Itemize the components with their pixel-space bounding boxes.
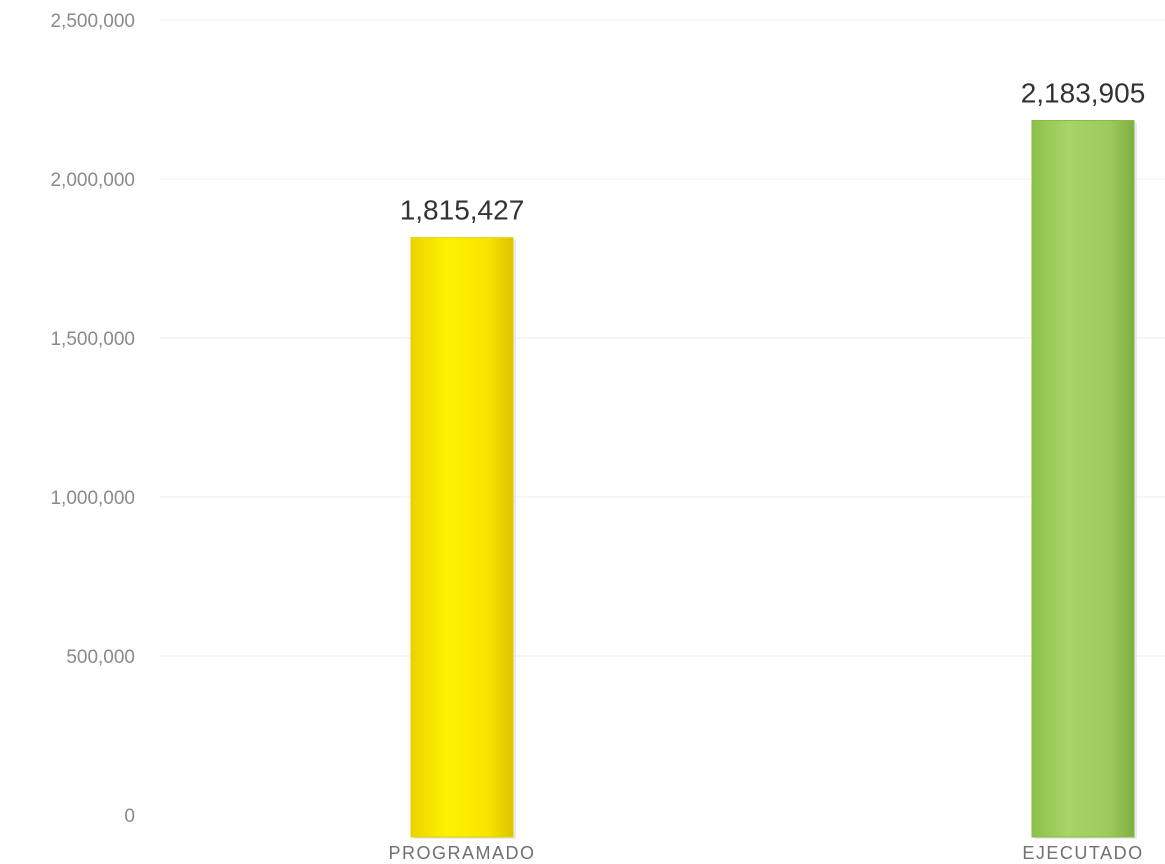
value-labels: 1,815,427 2,183,905 bbox=[400, 78, 1146, 226]
bar-programado bbox=[410, 237, 516, 839]
y-tick-label: 0 bbox=[124, 806, 135, 827]
value-label-programado: 1,815,427 bbox=[400, 195, 525, 226]
bar-ejecutado bbox=[1031, 120, 1137, 840]
category-label-programado: PROGRAMADO bbox=[388, 843, 535, 863]
y-tick-label: 1,500,000 bbox=[50, 329, 135, 350]
y-tick-label: 2,000,000 bbox=[50, 170, 135, 191]
bar-body bbox=[1031, 120, 1135, 838]
bars bbox=[410, 120, 1137, 840]
bar-body bbox=[410, 237, 514, 838]
value-label-ejecutado: 2,183,905 bbox=[1021, 78, 1146, 109]
category-label-ejecutado: EJECUTADO bbox=[1022, 843, 1143, 863]
y-tick-label: 2,500,000 bbox=[50, 11, 135, 32]
y-axis: 0 500,000 1,000,000 1,500,000 2,000,000 2,500… bbox=[50, 11, 135, 827]
x-axis: PROGRAMADO EJECUTADO bbox=[388, 843, 1143, 863]
grid-layer bbox=[160, 19, 1165, 657]
y-tick-label: 1,000,000 bbox=[50, 488, 135, 509]
y-tick-label: 500,000 bbox=[66, 647, 135, 668]
